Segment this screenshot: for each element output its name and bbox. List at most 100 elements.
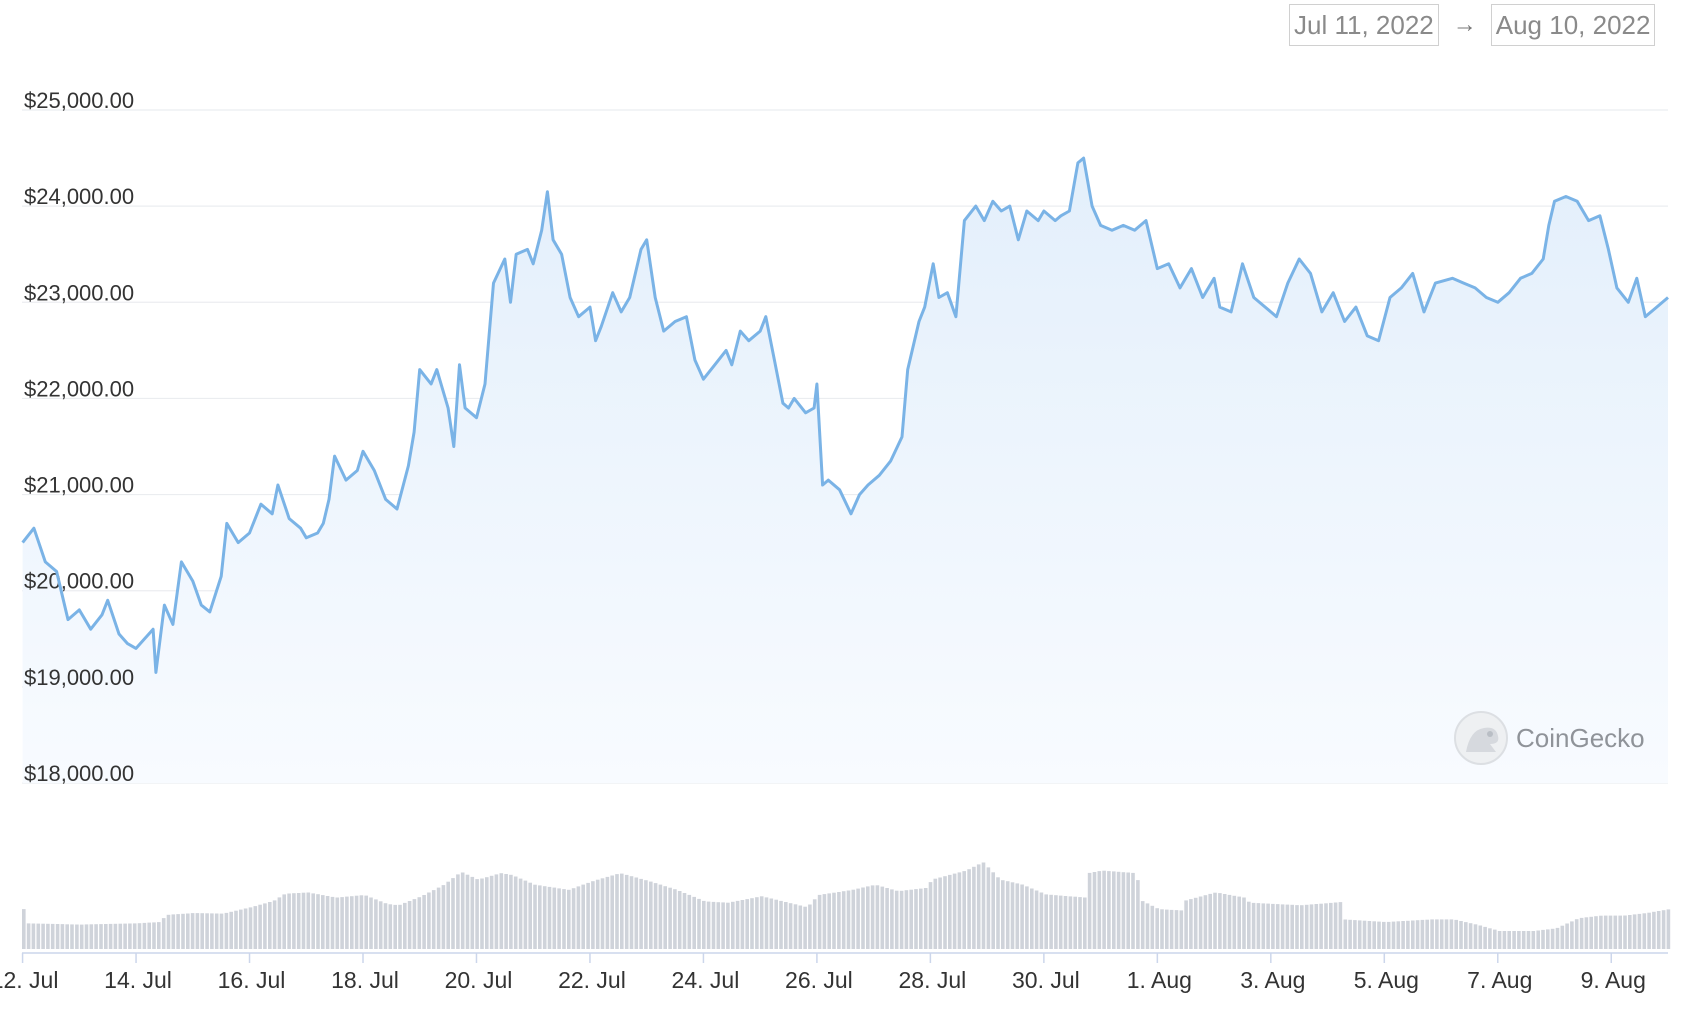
end-date-field[interactable]: Aug 10, 2022	[1490, 4, 1656, 46]
volume-bar	[1468, 923, 1473, 949]
volume-bar	[1222, 894, 1227, 949]
volume-bar	[200, 913, 204, 949]
volume-bar	[436, 887, 441, 949]
volume-bar	[263, 903, 267, 949]
coingecko-watermark: CoinGecko	[1454, 711, 1645, 765]
volume-bar	[1049, 894, 1053, 949]
volume-bar	[962, 871, 966, 949]
volume-bar	[1097, 871, 1102, 949]
volume-bar	[1348, 919, 1352, 949]
volume-bar	[919, 888, 923, 949]
volume-bar	[634, 877, 639, 949]
volume-bar	[1372, 921, 1376, 949]
volume-bar	[750, 898, 754, 949]
volume-bar	[948, 874, 952, 949]
volume-bar	[1160, 909, 1164, 949]
volume-bar	[841, 891, 846, 949]
volume-bar	[152, 922, 156, 949]
volume-bar	[682, 893, 687, 949]
volume-bar	[735, 900, 740, 949]
volume-bar	[528, 882, 532, 949]
volume-bar	[132, 923, 137, 949]
volume-bar	[755, 897, 759, 949]
watermark-text: CoinGecko	[1516, 723, 1645, 753]
volume-bar	[1227, 894, 1232, 949]
volume-bar	[1145, 903, 1150, 949]
volume-bar	[716, 902, 721, 949]
volume-bar	[769, 898, 774, 949]
volume-bar	[456, 874, 460, 949]
volume-bar	[1642, 913, 1647, 949]
volume-bar	[1637, 913, 1642, 949]
volume-bar	[1140, 901, 1145, 949]
volume-bar	[480, 878, 484, 949]
volume-bar	[499, 873, 504, 949]
y-tick-label: $23,000.00	[24, 280, 134, 305]
volume-bar	[1058, 895, 1063, 949]
volume-bar	[190, 913, 195, 949]
x-tick-label: 3. Aug	[1240, 967, 1305, 993]
volume-bar	[798, 905, 803, 949]
volume-bar	[740, 900, 745, 949]
volume-bar	[1338, 902, 1343, 949]
volume-bar	[731, 901, 735, 949]
volume-bar	[268, 902, 272, 949]
y-tick-label: $19,000.00	[24, 665, 134, 690]
volume-bar	[75, 924, 79, 949]
volume-bar	[147, 922, 151, 949]
x-axis: 12. Jul 14. Jul 16. Jul 18. Jul 20. Jul 22. J…	[0, 952, 1668, 993]
volume-bar	[1126, 872, 1130, 949]
volume-bar	[1068, 896, 1073, 949]
volume-bar	[1102, 870, 1106, 949]
volume-bar	[253, 906, 258, 949]
volume-bar	[161, 918, 166, 949]
volume-bar	[123, 923, 127, 949]
x-tick-label: 12. Jul	[0, 967, 58, 993]
volume-bar	[1010, 882, 1015, 949]
volume-bar	[1073, 896, 1077, 949]
volume-bar	[99, 924, 103, 949]
volume-bar	[1015, 883, 1020, 949]
volume-bar	[1193, 897, 1198, 949]
volume-bar	[460, 872, 465, 949]
volume-bar	[745, 899, 749, 949]
volume-bar	[1232, 895, 1237, 949]
volume-bar	[1256, 903, 1261, 949]
volume-bar	[1078, 897, 1082, 949]
volume-bar	[1661, 910, 1666, 949]
y-tick-label: $20,000.00	[24, 569, 134, 594]
volume-bar	[1406, 920, 1410, 949]
volume-bar	[1112, 871, 1116, 949]
volume-bar	[668, 887, 672, 949]
y-tick-label: $25,000.00	[24, 88, 134, 113]
volume-bar	[1613, 915, 1618, 949]
volume-bar	[1203, 895, 1208, 949]
volume-bar	[296, 893, 301, 949]
volume-bar	[914, 889, 918, 949]
x-tick-label: 14. Jul	[104, 967, 172, 993]
x-tick-label: 18. Jul	[331, 967, 399, 993]
volume-bar	[128, 923, 132, 949]
volume-bar	[306, 892, 311, 949]
volume-bar	[1526, 931, 1531, 949]
start-date-field[interactable]: Jul 11, 2022	[1289, 4, 1439, 46]
volume-bar	[55, 924, 60, 949]
volume-bar	[465, 874, 470, 949]
volume-bar	[581, 884, 585, 949]
volume-bar	[1271, 903, 1275, 949]
volume-bar	[65, 924, 69, 949]
volume-bar	[1266, 903, 1270, 949]
x-tick-label: 26. Jul	[785, 967, 853, 993]
price-area-fill	[22, 158, 1669, 784]
volume-bar	[986, 867, 991, 949]
volume-bar	[1329, 902, 1333, 949]
volume-bar	[846, 890, 851, 949]
volume-bar	[422, 895, 426, 949]
volume-bar	[822, 894, 827, 949]
volume-bar	[1430, 919, 1434, 949]
volume-bar	[513, 876, 518, 949]
volume-bar	[538, 885, 542, 949]
volume-bar	[1179, 910, 1184, 949]
volume-bar	[31, 923, 36, 949]
volume-bar	[287, 893, 291, 949]
